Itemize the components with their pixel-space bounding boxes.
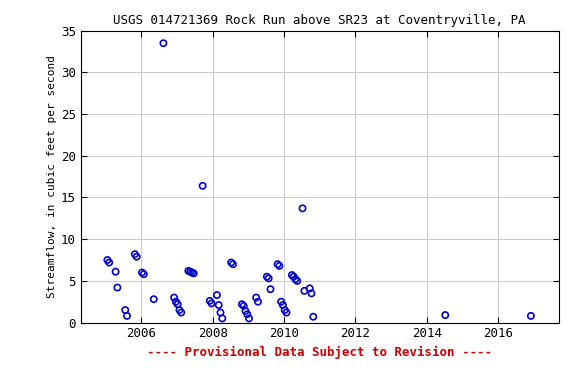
Y-axis label: Streamflow, in cubic feet per second: Streamflow, in cubic feet per second	[47, 55, 56, 298]
Point	[289, 274, 298, 280]
Point	[298, 205, 307, 212]
Point	[273, 261, 282, 267]
Point	[173, 301, 182, 307]
Point	[291, 276, 300, 282]
Point	[130, 251, 139, 257]
Point	[132, 253, 141, 260]
Point	[185, 269, 195, 275]
Point	[244, 315, 253, 321]
Point	[305, 285, 314, 291]
Point	[226, 260, 236, 266]
Point	[214, 302, 223, 308]
Point	[120, 307, 130, 313]
Point	[262, 274, 271, 280]
Point	[228, 261, 237, 267]
Point	[175, 307, 184, 313]
Point	[241, 308, 250, 314]
Point	[252, 295, 261, 301]
Point	[237, 301, 247, 307]
Point	[207, 300, 216, 306]
Point	[287, 272, 297, 278]
Point	[526, 313, 536, 319]
Point	[113, 285, 122, 291]
Point	[213, 292, 222, 298]
Point	[139, 271, 149, 277]
Point	[264, 275, 273, 281]
Point	[282, 310, 291, 316]
Title: USGS 014721369 Rock Run above SR23 at Coventryville, PA: USGS 014721369 Rock Run above SR23 at Co…	[113, 14, 526, 27]
Point	[276, 299, 286, 305]
Point	[242, 311, 252, 317]
Point	[309, 314, 318, 320]
Point	[105, 260, 114, 266]
Point	[441, 312, 450, 318]
Point	[169, 295, 179, 301]
Point	[239, 303, 248, 309]
Point	[293, 278, 302, 284]
Point	[149, 296, 158, 302]
Point	[266, 286, 275, 292]
Point	[300, 288, 309, 294]
Point	[218, 315, 227, 321]
Point	[275, 263, 284, 269]
Point	[177, 310, 186, 316]
Point	[216, 310, 225, 316]
Point	[205, 298, 214, 304]
Point	[159, 40, 168, 46]
Point	[198, 183, 207, 189]
Point	[111, 269, 120, 275]
Point	[280, 307, 289, 313]
X-axis label: ---- Provisional Data Subject to Revision ----: ---- Provisional Data Subject to Revisio…	[147, 346, 492, 359]
Point	[278, 302, 287, 308]
Point	[307, 290, 316, 296]
Point	[187, 270, 196, 276]
Point	[138, 270, 147, 276]
Point	[123, 313, 132, 319]
Point	[103, 257, 112, 263]
Point	[184, 268, 193, 274]
Point	[253, 299, 263, 305]
Point	[189, 270, 198, 276]
Point	[171, 299, 180, 305]
